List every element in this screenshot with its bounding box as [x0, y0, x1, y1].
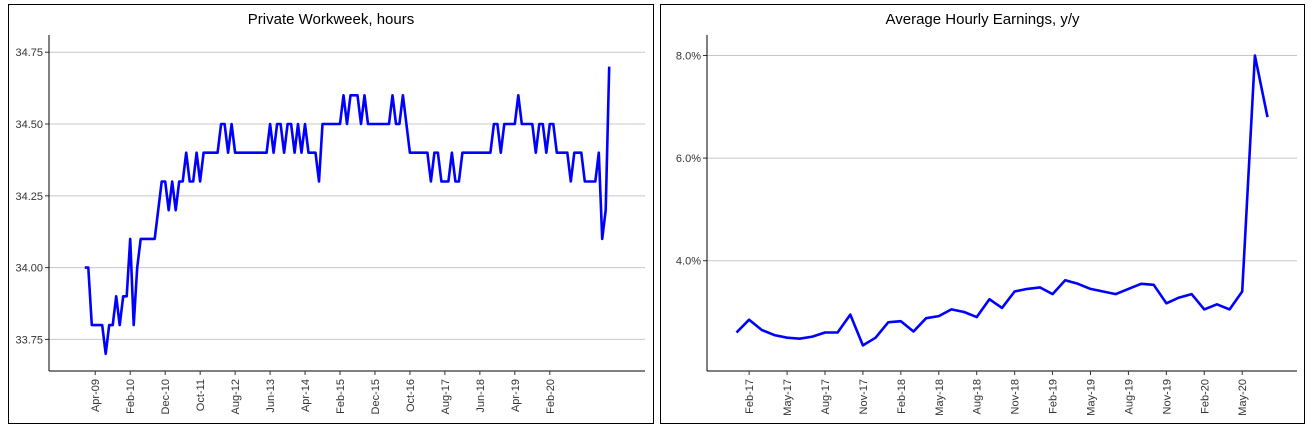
y-tick-label: 6.0%	[676, 153, 701, 165]
x-tick-label: Aug-18	[972, 379, 984, 414]
x-tick-label: Aug-19	[1123, 379, 1135, 414]
x-tick-label: Jun-18	[475, 379, 487, 413]
workweek-chart-panel: Private Workweek, hours 33.75 34.00 34.25 3…	[8, 4, 654, 424]
chart-title: Private Workweek, hours	[247, 11, 415, 28]
x-tick-label: Feb-20	[545, 379, 557, 414]
x-tick-label: Apr-19	[510, 379, 522, 412]
x-tick-label: Dec-10	[160, 379, 172, 414]
x-tick-label: Feb-15	[335, 379, 347, 414]
y-tick-label: 33.75	[15, 334, 43, 346]
y-tick-label: 8.0%	[676, 51, 701, 63]
x-tick-label: Feb-20	[1199, 379, 1211, 414]
x-tick-label: May-19	[1086, 379, 1098, 416]
series-line	[84, 66, 611, 356]
earnings-chart: 4.0% 6.0% 8.0% Feb-17 May-17 Aug-17 Nov-17 Feb-…	[676, 35, 1297, 416]
x-tick-label: May-20	[1237, 379, 1249, 416]
x-tick-label: Feb-17	[744, 379, 756, 414]
x-tick-label: May-18	[934, 379, 946, 416]
x-tick-label: Apr-09	[90, 379, 102, 412]
x-tick-label: Oct-11	[195, 379, 207, 411]
x-tick-label: Dec-15	[370, 379, 382, 414]
x-tick-label: May-17	[782, 379, 794, 416]
x-tick-label: Oct-16	[405, 379, 417, 412]
x-tick-label: Aug-17	[820, 379, 832, 414]
x-tick-label: Nov-17	[858, 379, 870, 414]
x-tick-label: Nov-18	[1010, 379, 1022, 414]
x-tick-label: Feb-19	[1048, 379, 1060, 414]
x-tick-label: Apr-14	[300, 379, 312, 412]
x-tick-label: Jun-13	[265, 379, 277, 413]
y-tick-label: 34.75	[15, 47, 43, 59]
series-line	[735, 54, 1269, 347]
chart-title: Average Hourly Earnings, y/y	[885, 11, 1080, 28]
x-tick-label: Nov-19	[1161, 379, 1173, 414]
x-tick-label: Feb-18	[896, 379, 908, 414]
x-tick-label: Aug-12	[230, 379, 242, 414]
x-tick-label: Feb-10	[125, 379, 137, 414]
y-tick-label: 34.25	[15, 191, 43, 203]
earnings-chart-panel: Average Hourly Earnings, y/y 4.0% 6.0% 8.0…	[660, 4, 1305, 424]
y-tick-label: 4.0%	[676, 256, 701, 268]
x-tick-label: Aug-17	[440, 379, 452, 414]
y-tick-label: 34.00	[15, 263, 43, 275]
workweek-chart: 33.75 34.00 34.25 34.50 34.75 Apr-09 Feb-10 Dec…	[15, 35, 645, 414]
y-tick-label: 34.50	[15, 119, 43, 131]
